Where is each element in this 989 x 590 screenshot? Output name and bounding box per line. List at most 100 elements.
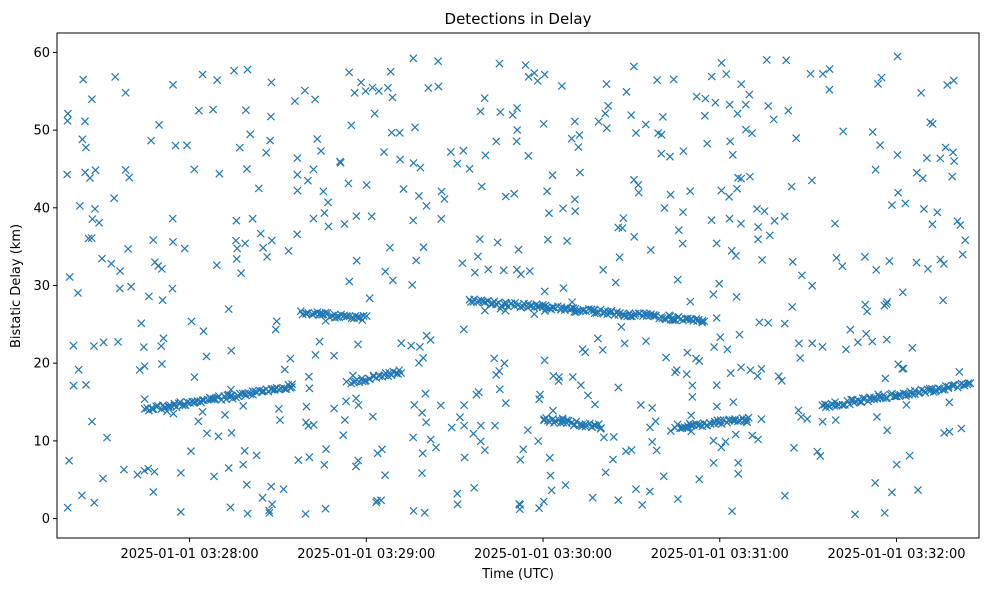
data-point: [514, 245, 523, 254]
data-point: [311, 95, 320, 104]
data-point: [265, 508, 274, 517]
data-point: [627, 445, 636, 455]
data-point: [726, 369, 735, 378]
data-point: [731, 430, 740, 439]
data-point: [846, 325, 855, 334]
data-point: [905, 451, 914, 460]
data-point: [757, 415, 766, 424]
data-point: [510, 189, 519, 198]
data-point: [736, 219, 746, 228]
data-point: [252, 451, 261, 460]
data-point: [381, 267, 390, 276]
data-point: [715, 279, 724, 288]
data-point: [698, 318, 707, 327]
data-point: [908, 390, 917, 399]
data-point: [765, 231, 774, 240]
data-point: [557, 81, 566, 91]
data-point: [63, 503, 72, 512]
data-point: [722, 70, 731, 79]
data-point: [409, 433, 418, 442]
data-point: [519, 445, 528, 454]
data-point: [431, 443, 441, 452]
data-point: [868, 127, 877, 137]
data-point: [340, 415, 349, 425]
data-point: [424, 83, 433, 93]
data-point: [176, 468, 185, 477]
data-point: [712, 313, 721, 323]
data-point: [631, 128, 641, 138]
data-point: [350, 88, 359, 97]
y-axis-label: Bistatic Delay (km): [9, 224, 24, 348]
data-point: [760, 207, 769, 216]
y-tick-label: 50: [33, 124, 50, 139]
chart-title: Detections in Delay: [445, 10, 592, 28]
data-point: [583, 391, 593, 400]
x-tick-label: 2025-01-01 03:31:00: [651, 547, 789, 562]
data-point: [641, 120, 650, 129]
data-point: [304, 421, 313, 430]
data-point: [576, 381, 585, 390]
data-point: [876, 141, 885, 150]
data-point: [409, 506, 418, 515]
data-point: [788, 302, 797, 311]
data-point: [460, 401, 469, 410]
data-point: [149, 487, 158, 497]
data-point: [615, 253, 624, 262]
data-point: [752, 204, 762, 213]
data-point: [202, 429, 212, 438]
data-point: [574, 143, 583, 152]
data-point: [275, 416, 285, 425]
data-point: [609, 432, 618, 442]
data-point: [723, 345, 732, 354]
data-point: [320, 460, 329, 469]
data-point: [611, 278, 620, 287]
data-point: [658, 112, 667, 121]
data-point: [641, 337, 651, 346]
data-point: [309, 214, 318, 223]
data-point: [155, 120, 164, 129]
data-point: [254, 184, 263, 193]
data-point: [263, 252, 272, 261]
data-point: [548, 406, 558, 415]
data-point: [535, 395, 544, 404]
data-point: [387, 128, 396, 137]
data-point: [652, 446, 661, 455]
data-point: [894, 391, 903, 400]
data-point: [301, 418, 311, 427]
data-point: [686, 297, 695, 306]
data-point: [399, 184, 408, 194]
data-point: [286, 354, 295, 363]
data-point: [622, 87, 631, 96]
data-point: [352, 394, 361, 403]
data-point: [84, 234, 93, 243]
data-point: [140, 395, 149, 404]
data-point: [558, 414, 567, 423]
data-point: [631, 485, 641, 494]
data-point: [407, 341, 416, 350]
data-point: [524, 72, 533, 81]
data-point: [688, 381, 697, 390]
data-point: [711, 98, 720, 107]
data-point: [353, 340, 363, 349]
data-point: [237, 269, 246, 278]
data-point: [813, 447, 822, 456]
data-point: [581, 348, 590, 357]
data-point: [97, 254, 107, 263]
data-point: [638, 311, 648, 321]
data-point: [322, 445, 331, 454]
data-point: [414, 191, 423, 200]
data-point: [190, 373, 199, 382]
data-point: [186, 447, 196, 456]
data-point: [602, 124, 611, 133]
data-point: [87, 95, 96, 104]
data-point: [495, 59, 504, 68]
data-point: [302, 402, 311, 411]
data-point: [90, 204, 100, 213]
x-tick-label: 2025-01-01 03:29:00: [297, 547, 435, 562]
data-point: [845, 400, 854, 409]
y-tick-label: 60: [33, 46, 50, 61]
data-point: [910, 386, 919, 395]
data-point: [548, 415, 558, 424]
data-point: [796, 353, 805, 363]
data-point: [764, 101, 773, 111]
